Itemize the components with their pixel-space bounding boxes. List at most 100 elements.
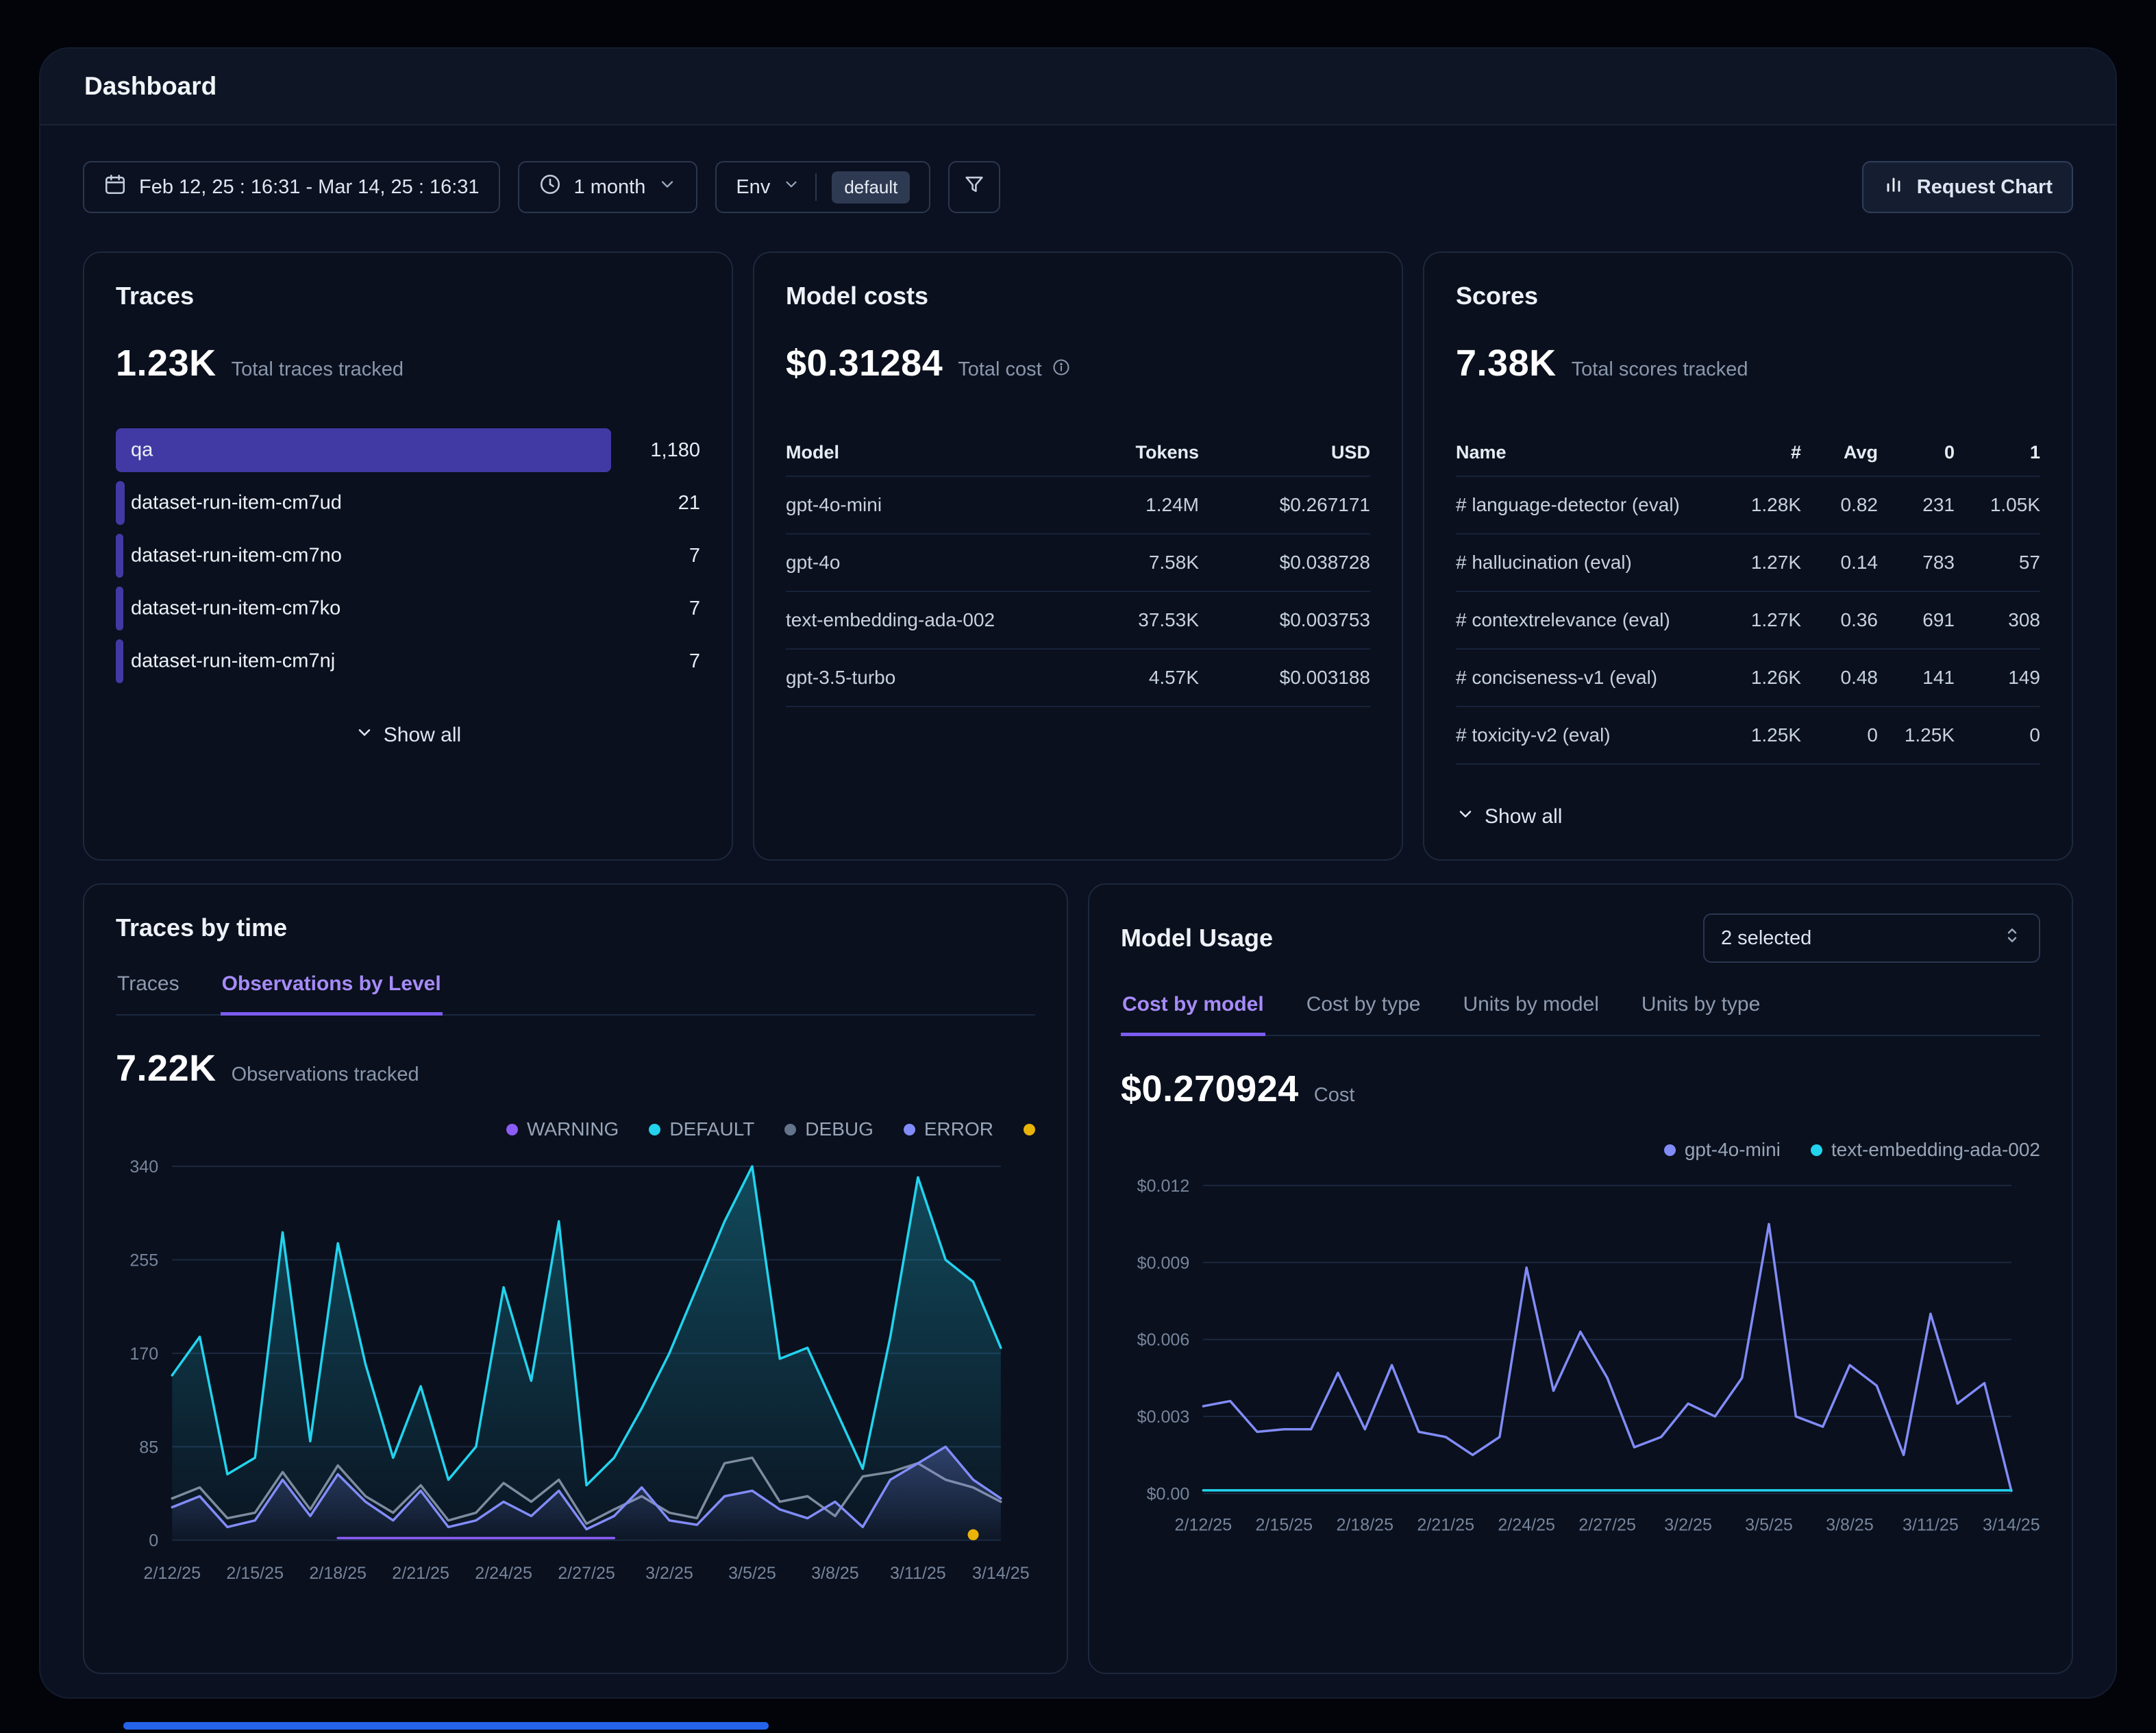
trace-bar (116, 587, 123, 630)
trace-bar (116, 534, 123, 578)
date-range-picker[interactable]: Feb 12, 25 : 16:31 - Mar 14, 25 : 16:31 (83, 161, 500, 213)
scores-card: Scores 7.38K Total scores tracked Name # A… (1423, 251, 2073, 861)
traces-list: qa 1,180 dataset-run-item-cm7ud 21 dataset-r… (116, 428, 700, 683)
cell-name: gpt-4o-mini (786, 494, 882, 515)
clock-icon (538, 173, 562, 201)
card-title: Traces (116, 282, 195, 310)
card-title: Model costs (786, 282, 929, 310)
card-title: Model Usage (1121, 924, 1274, 952)
svg-text:2/27/25: 2/27/25 (558, 1564, 615, 1583)
legend-dot-icon (784, 1123, 797, 1135)
request-chart-button[interactable]: Request Chart (1861, 161, 2073, 213)
time-window-label: 1 month (573, 175, 646, 198)
legend-dot-icon (649, 1123, 661, 1135)
trace-bar-zone: dataset-run-item-cm7nj (116, 639, 611, 683)
column-header: Avg (1843, 442, 1878, 463)
svg-text:2/24/25: 2/24/25 (475, 1564, 532, 1583)
svg-text:3/5/25: 3/5/25 (1745, 1516, 1793, 1535)
cell-value: 1.24M (1145, 494, 1199, 515)
date-range-label: Feb 12, 25 : 16:31 - Mar 14, 25 : 16:31 (139, 175, 480, 198)
model-select[interactable]: 2 selected (1703, 913, 2040, 963)
legend-label: WARNING (527, 1118, 619, 1140)
legend-dot-icon (1810, 1144, 1822, 1156)
cell-value: 783 (1922, 552, 1955, 573)
legend-item: gpt-4o-mini (1663, 1139, 1781, 1161)
trace-name: dataset-run-item-cm7nj (131, 650, 336, 672)
tab-cost-by-model[interactable]: Cost by model (1121, 993, 1265, 1036)
table-row: # contextrelevance (eval) 1.27K 0.36 691 308 (1456, 592, 2040, 650)
filter-button[interactable] (948, 161, 1001, 213)
model-usage-tabs: Cost by model Cost by type Units by model U… (1121, 993, 2040, 1036)
cell-value: 231 (1922, 494, 1955, 515)
table-row: gpt-3.5-turbo 4.57K $0.003188 (786, 650, 1370, 707)
chevron-down-icon (658, 175, 677, 199)
usage-total: $0.270924 Cost (1121, 1068, 2040, 1110)
table-row: # language-detector (eval) 1.28K 0.82 231 1.… (1456, 477, 2040, 534)
tab-units-by-type[interactable]: Units by type (1641, 993, 1761, 1016)
trace-count: 7 (689, 597, 700, 619)
traces-show-all[interactable]: Show all (355, 723, 461, 748)
model-usage-chart: $0.00 $0.003 $0.006 $0.009 $0.012 2/12/25 2/15… (1137, 1177, 2040, 1535)
svg-text:3/2/25: 3/2/25 (645, 1564, 693, 1583)
metrics-row: Traces 1.23K Total traces tracked qa 1,18… (83, 251, 2073, 861)
cell-value: 1.27K (1750, 609, 1801, 630)
legend-item: text-embedding-ada-002 (1810, 1139, 2040, 1161)
cell-value: 149 (2008, 667, 2040, 688)
legend-item: ERROR (903, 1118, 993, 1140)
filter-icon (963, 173, 986, 201)
cell-value: 37.53K (1138, 609, 1199, 630)
legend-label: gpt-4o-mini (1684, 1139, 1781, 1160)
svg-text:3/8/25: 3/8/25 (811, 1564, 859, 1583)
trace-name: qa (131, 439, 153, 461)
svg-text:2/21/25: 2/21/25 (1417, 1516, 1474, 1535)
svg-text:3/14/25: 3/14/25 (1983, 1516, 2040, 1535)
cell-name: # toxicity-v2 (eval) (1456, 724, 1611, 746)
trace-name: dataset-run-item-cm7ud (131, 491, 342, 514)
page-title: Dashboard (84, 72, 217, 100)
column-header: # (1790, 442, 1801, 463)
column-header: Tokens (1135, 442, 1199, 463)
scores-table: Name # Avg 0 1 # language-detector (eval) 1.28… (1456, 430, 2040, 765)
usage-total-value: $0.270924 (1121, 1068, 1299, 1109)
svg-text:3/8/25: 3/8/25 (1826, 1516, 1874, 1535)
column-header: USD (1330, 442, 1370, 463)
info-icon[interactable] (1052, 358, 1071, 382)
app-header: Dashboard (40, 49, 2116, 125)
svg-text:170: 170 (129, 1344, 158, 1364)
legend-label: DEFAULT (669, 1118, 755, 1140)
cell-value: 0.82 (1840, 494, 1879, 515)
model-select-value: 2 selected (1721, 926, 1812, 949)
trace-bar-zone: dataset-run-item-cm7ud (116, 481, 611, 525)
scores-show-all[interactable]: Show all (1456, 804, 1562, 829)
traces-total-value: 1.23K (116, 343, 216, 384)
traces-card: Traces 1.23K Total traces tracked qa 1,18… (83, 251, 733, 861)
cell-value: 0.14 (1840, 552, 1879, 573)
table-row: # hallucination (eval) 1.27K 0.14 783 57 (1456, 534, 2040, 592)
trace-name: dataset-run-item-cm7ko (131, 597, 341, 619)
trace-bar-zone: qa (116, 428, 611, 472)
svg-text:2/21/25: 2/21/25 (392, 1564, 449, 1583)
tab-traces[interactable]: Traces (117, 972, 179, 995)
cell-value: $0.003753 (1279, 609, 1370, 630)
model-costs-total: $0.31284 Total cost (786, 342, 1370, 384)
cell-value: 1.27K (1750, 552, 1801, 573)
tab-observations-by-level[interactable]: Observations by Level (220, 972, 443, 1016)
cell-value: 0 (2029, 724, 2040, 746)
legend-dot-icon (506, 1123, 519, 1135)
svg-text:$0.012: $0.012 (1137, 1177, 1190, 1196)
usage-total-label: Cost (1313, 1084, 1355, 1106)
chevron-down-icon (782, 175, 800, 199)
env-value-badge: default (832, 171, 910, 204)
cell-value: 0.48 (1840, 667, 1879, 688)
model-costs-card: Model costs $0.31284 Total cost Model Tok… (753, 251, 1403, 861)
time-window-select[interactable]: 1 month (517, 161, 698, 213)
page-content: Feb 12, 25 : 16:31 - Mar 14, 25 : 16:31 … (40, 125, 2116, 1674)
svg-text:2/27/25: 2/27/25 (1578, 1516, 1636, 1535)
model-costs-total-label: Total cost (958, 358, 1042, 380)
env-filter[interactable]: Env default (715, 161, 931, 213)
tab-cost-by-type[interactable]: Cost by type (1306, 993, 1421, 1016)
cell-value: 1.26K (1750, 667, 1801, 688)
cell-name: gpt-4o (786, 552, 841, 573)
tab-units-by-model[interactable]: Units by model (1463, 993, 1599, 1016)
cell-value: 7.58K (1148, 552, 1199, 573)
